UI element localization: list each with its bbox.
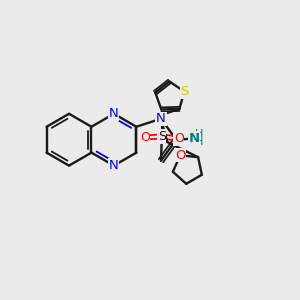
Text: S: S: [158, 130, 166, 143]
Text: N: N: [188, 132, 200, 145]
Text: N: N: [156, 112, 166, 125]
Text: O: O: [140, 131, 150, 144]
Text: H: H: [195, 137, 203, 147]
Text: N: N: [109, 159, 119, 172]
Text: H: H: [195, 129, 203, 140]
Text: O: O: [175, 149, 185, 162]
Text: N: N: [109, 107, 119, 120]
Text: S: S: [180, 85, 188, 98]
Text: O: O: [174, 132, 184, 145]
